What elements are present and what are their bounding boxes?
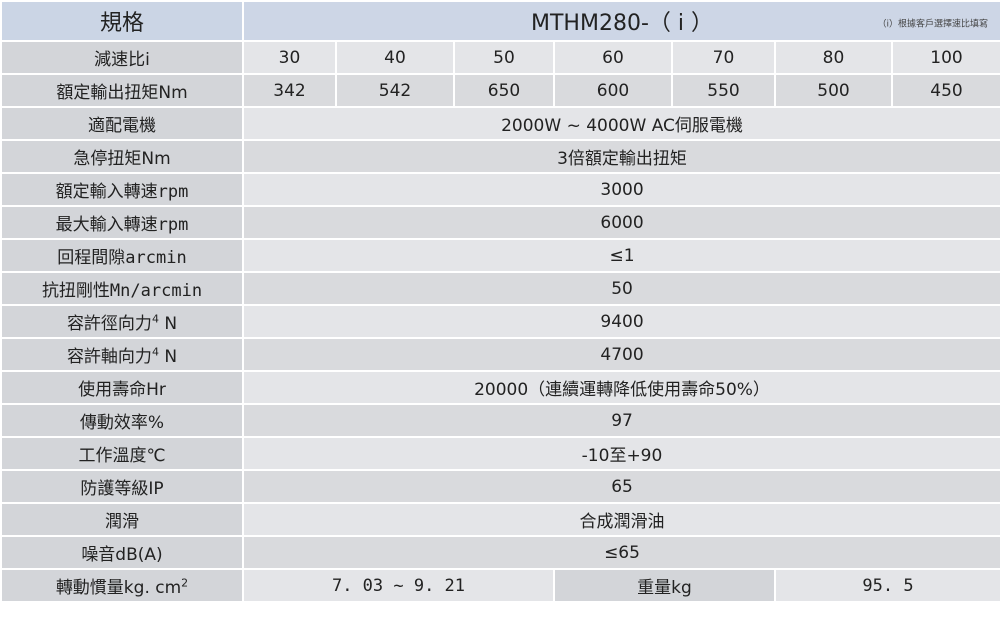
row-label: 額定輸出扭矩Nm <box>0 73 244 108</box>
row-value: 20000（連續運轉降低使用壽命50%） <box>241 370 1000 405</box>
row-label: 噪音dB(A) <box>0 535 244 570</box>
footnote-mark: 4 <box>151 345 159 359</box>
spec-row-axial-force: 容許軸向力4 N 4700 <box>0 337 1000 372</box>
rated-torque-row: 額定輸出扭矩Nm 342 542 650 600 550 500 450 <box>0 73 1000 108</box>
row-value: -10至+90 <box>241 436 1000 471</box>
row-value: 2000W ~ 4000W AC伺服電機 <box>241 106 1000 141</box>
row-label: 工作溫度℃ <box>0 436 244 471</box>
row-label: 適配電機 <box>0 106 244 141</box>
row-value: ≤65 <box>241 535 1000 570</box>
ratio-value: 50 <box>453 40 555 75</box>
spec-row-lubrication: 潤滑 合成潤滑油 <box>0 502 1000 537</box>
spec-row-emergency-torque: 急停扭矩Nm 3倍額定輸出扭矩 <box>0 139 1000 174</box>
superscript: 2 <box>181 576 189 590</box>
model-note: （i）根據客戶選擇速比填寫 <box>877 19 989 30</box>
spec-row-stiffness: 抗扭剛性Mn/arcmin 50 <box>0 271 1000 306</box>
spec-header-label: 規格 <box>0 0 244 42</box>
row-value: 97 <box>241 403 1000 438</box>
ratio-row: 減速比i 30 40 50 60 70 80 100 <box>0 40 1000 75</box>
row-value: 3000 <box>241 172 1000 207</box>
row-label-cell: 容許徑向力4 N <box>0 304 244 339</box>
row-label-cell: 容許軸向力4 N <box>0 337 244 372</box>
row-value: 50 <box>241 271 1000 306</box>
row-label: 傳動效率% <box>0 403 244 438</box>
row-label: 抗扭剛性Mn/arcmin <box>0 271 244 306</box>
spec-row-inertia: 轉動慣量kg. cm2 7. 03 ~ 9. 21 重量kg 95. 5 <box>0 568 1000 603</box>
row-value: 4700 <box>241 337 1000 372</box>
row-label: 最大輸入轉速rpm <box>0 205 244 240</box>
row-label: 容許徑向力 <box>66 314 152 334</box>
ratio-value: 40 <box>335 40 455 75</box>
row-value: ≤1 <box>241 238 1000 273</box>
weight-label: 重量kg <box>553 568 776 603</box>
row-label-cell: 轉動慣量kg. cm2 <box>0 568 244 603</box>
row-label: 容許軸向力 <box>66 347 152 367</box>
ratio-value: 80 <box>774 40 893 75</box>
row-label: 額定輸入轉速rpm <box>0 172 244 207</box>
spec-row-service-life: 使用壽命Hr 20000（連續運轉降低使用壽命50%） <box>0 370 1000 405</box>
spec-row-max-speed: 最大輸入轉速rpm 6000 <box>0 205 1000 240</box>
row-value: 3倍額定輸出扭矩 <box>241 139 1000 174</box>
spec-row-radial-force: 容許徑向力4 N 9400 <box>0 304 1000 339</box>
row-value: 合成潤滑油 <box>241 502 1000 537</box>
ratio-value: 60 <box>553 40 673 75</box>
ratio-value: 70 <box>671 40 776 75</box>
torque-value: 342 <box>242 73 337 108</box>
torque-value: 550 <box>671 73 776 108</box>
row-value: 65 <box>241 469 1000 504</box>
ratio-value: 30 <box>242 40 337 75</box>
spec-row-backlash: 回程間隙arcmin ≤1 <box>0 238 1000 273</box>
spec-row-motor: 適配電機 2000W ~ 4000W AC伺服電機 <box>0 106 1000 141</box>
row-label: 急停扭矩Nm <box>0 139 244 174</box>
row-label: 回程間隙arcmin <box>0 238 244 273</box>
row-label: 減速比i <box>0 40 244 75</box>
row-value: 6000 <box>241 205 1000 240</box>
torque-value: 450 <box>890 73 1000 108</box>
torque-value: 600 <box>553 73 673 108</box>
row-label: 潤滑 <box>0 502 244 537</box>
weight-value: 95. 5 <box>773 568 1000 603</box>
torque-value: 542 <box>335 73 455 108</box>
inertia-value: 7. 03 ~ 9. 21 <box>242 568 555 603</box>
spec-row-noise: 噪音dB(A) ≤65 <box>0 535 1000 570</box>
spec-row-protection: 防護等級IP 65 <box>0 469 1000 504</box>
spec-row-temperature: 工作溫度℃ -10至+90 <box>0 436 1000 471</box>
model-header: MTHM280-（ i ） （i）根據客戶選擇速比填寫 <box>241 0 1000 42</box>
torque-value: 500 <box>774 73 893 108</box>
spec-row-rated-speed: 額定輸入轉速rpm 3000 <box>0 172 1000 207</box>
spec-table: 規格 MTHM280-（ i ） （i）根據客戶選擇速比填寫 減速比i 30 4… <box>0 0 1000 603</box>
row-value: 9400 <box>241 304 1000 339</box>
row-label: 使用壽命Hr <box>0 370 244 405</box>
row-label: 轉動慣量kg. cm <box>55 578 182 598</box>
ratio-value: 100 <box>890 40 1000 75</box>
header-row: 規格 MTHM280-（ i ） （i）根據客戶選擇速比填寫 <box>0 0 1000 42</box>
model-name: MTHM280-（ i ） <box>531 11 713 36</box>
footnote-mark: 4 <box>151 312 159 326</box>
row-unit: N <box>158 347 178 367</box>
torque-value: 650 <box>453 73 555 108</box>
row-label: 防護等級IP <box>0 469 244 504</box>
row-unit: N <box>158 314 178 334</box>
spec-row-efficiency: 傳動效率% 97 <box>0 403 1000 438</box>
